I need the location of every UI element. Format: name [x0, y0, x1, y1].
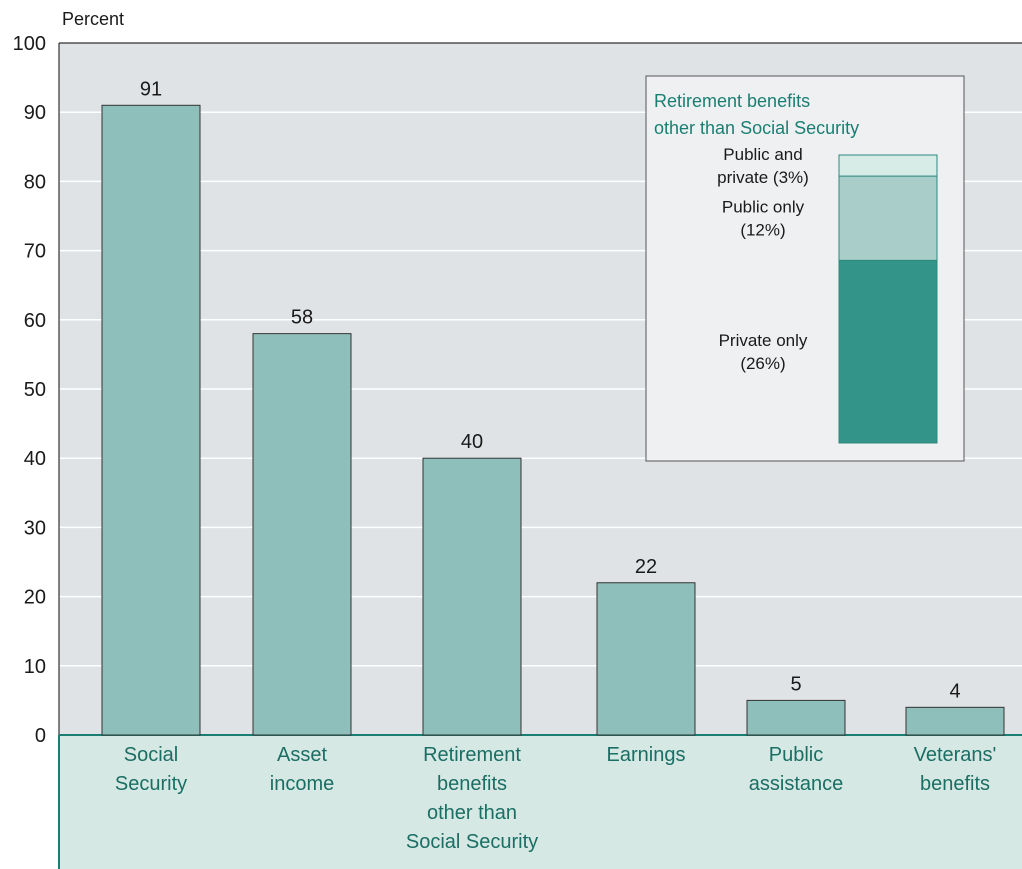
- y-tick-label: 80: [24, 171, 46, 193]
- inset-segment-label: Private only (26%): [719, 331, 808, 373]
- y-axis-unit-label: Percent: [62, 9, 124, 29]
- category-label: Public assistance: [749, 744, 844, 795]
- y-tick-label: 90: [24, 102, 46, 124]
- inset-segment-label: Public only (12%): [722, 198, 805, 240]
- category-label-line: Social Security: [406, 831, 538, 853]
- y-tick-label: 100: [13, 33, 46, 55]
- inset-segment: [838, 154, 938, 177]
- category-label-line: Veterans': [914, 744, 997, 766]
- category-label-line: income: [270, 773, 334, 795]
- bar: [252, 333, 352, 736]
- inset-title-line-2: other than Social Security: [654, 118, 859, 138]
- bars: 91 58 40 22 5 4: [101, 78, 1005, 736]
- category-label: Veterans' benefits: [914, 744, 997, 795]
- inset-segment-labels: Private only (26%)Public only (12%)Public …: [717, 145, 809, 373]
- bar-value-label: 22: [635, 556, 657, 578]
- y-tick-label: 60: [24, 310, 46, 332]
- y-tick-label: 20: [24, 587, 46, 609]
- inset-panel: Retirement benefits other than Social Se…: [645, 75, 965, 462]
- bar: [746, 699, 846, 736]
- inset-segment-label-line: (26%): [740, 354, 785, 373]
- inset-segment: [838, 175, 938, 261]
- category-label-line: assistance: [749, 773, 844, 795]
- inset-title-line-1: Retirement benefits: [654, 91, 810, 111]
- bar-value-label: 5: [790, 673, 801, 695]
- bar: [905, 706, 1005, 736]
- category-label-line: Social: [124, 744, 178, 766]
- bar: [596, 582, 696, 736]
- category-label: Social Security: [115, 744, 187, 795]
- y-axis-ticks: 0 10 20 30 40 50 60 70 80 90 100: [13, 33, 46, 747]
- category-label: Retirement benefits other than Social Secur…: [406, 744, 538, 853]
- inset-segment-label-line: Public only: [722, 198, 805, 217]
- bar-value-label: 58: [291, 307, 313, 329]
- bar-value-label: 40: [461, 431, 483, 453]
- bar: [101, 104, 201, 736]
- y-tick-label: 40: [24, 448, 46, 470]
- bar: [422, 457, 522, 736]
- y-tick-label: 30: [24, 517, 46, 539]
- y-tick-label: 10: [24, 656, 46, 678]
- y-tick-label: 50: [24, 379, 46, 401]
- category-band: [59, 735, 1022, 869]
- category-label-line: Public: [769, 744, 823, 766]
- inset-segment: [838, 259, 938, 444]
- inset-segment-label: Public and private (3%): [717, 145, 809, 187]
- y-tick-label: 0: [35, 725, 46, 747]
- category-labels: Social Security Asset income Retirement benef…: [115, 744, 997, 853]
- category-label-line: benefits: [920, 773, 990, 795]
- category-label-line: benefits: [437, 773, 507, 795]
- category-label-line: Asset: [277, 744, 327, 766]
- category-label-line: Security: [115, 773, 187, 795]
- category-label-line: other than: [427, 802, 517, 824]
- y-tick-label: 70: [24, 241, 46, 263]
- inset-segment-label-line: Public and: [723, 145, 802, 164]
- bar-value-label: 4: [949, 680, 960, 702]
- inset-stacked-bar: [838, 154, 938, 444]
- inset-segment-label-line: (12%): [740, 221, 785, 240]
- category-label-line: Retirement: [423, 744, 521, 766]
- category-label: Asset income: [270, 744, 334, 795]
- inset-segment-label-line: Private only: [719, 331, 808, 350]
- bar-value-label: 91: [140, 78, 162, 100]
- category-label: Earnings: [607, 744, 686, 766]
- inset-segment-label-line: private (3%): [717, 168, 809, 187]
- category-label-line: Earnings: [607, 744, 686, 766]
